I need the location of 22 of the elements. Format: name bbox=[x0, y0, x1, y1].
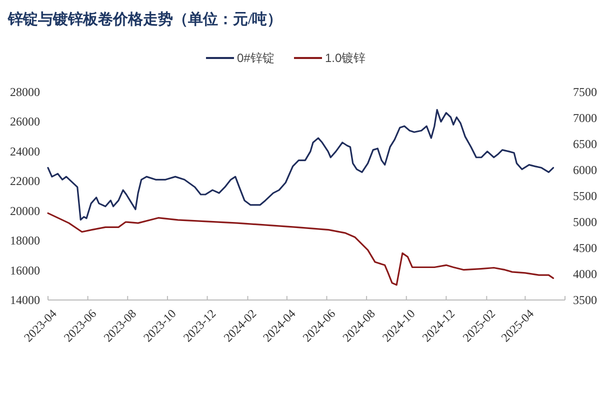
line-series bbox=[47, 109, 554, 221]
y2-tick-label: 4000 bbox=[573, 267, 597, 281]
y2-tick-label: 4500 bbox=[573, 241, 597, 255]
y2-tick-label: 7500 bbox=[573, 85, 597, 99]
y-tick-label: 20000 bbox=[10, 204, 40, 218]
legend-label: 0#锌锭 bbox=[237, 51, 274, 65]
y-tick-label: 14000 bbox=[10, 293, 40, 307]
y-tick-label: 22000 bbox=[10, 174, 40, 188]
y2-tick-label: 5500 bbox=[573, 189, 597, 203]
y2-tick-label: 5000 bbox=[573, 215, 597, 229]
y-tick-label: 28000 bbox=[10, 85, 40, 99]
y2-tick-label: 7000 bbox=[573, 111, 597, 125]
line-series bbox=[47, 212, 554, 286]
y-tick-label: 24000 bbox=[10, 144, 40, 158]
y2-tick-label: 6000 bbox=[573, 163, 597, 177]
y-tick-label: 16000 bbox=[10, 263, 40, 278]
legend-label: 1.0镀锌 bbox=[325, 51, 366, 65]
y-tick-label: 18000 bbox=[10, 234, 40, 248]
y-tick-label: 26000 bbox=[10, 114, 40, 129]
chart-title: 锌锭与镀锌板卷价格走势（单位：元/吨） bbox=[7, 11, 282, 28]
y2-tick-label: 3500 bbox=[573, 293, 597, 307]
y2-tick-label: 6500 bbox=[573, 137, 597, 151]
